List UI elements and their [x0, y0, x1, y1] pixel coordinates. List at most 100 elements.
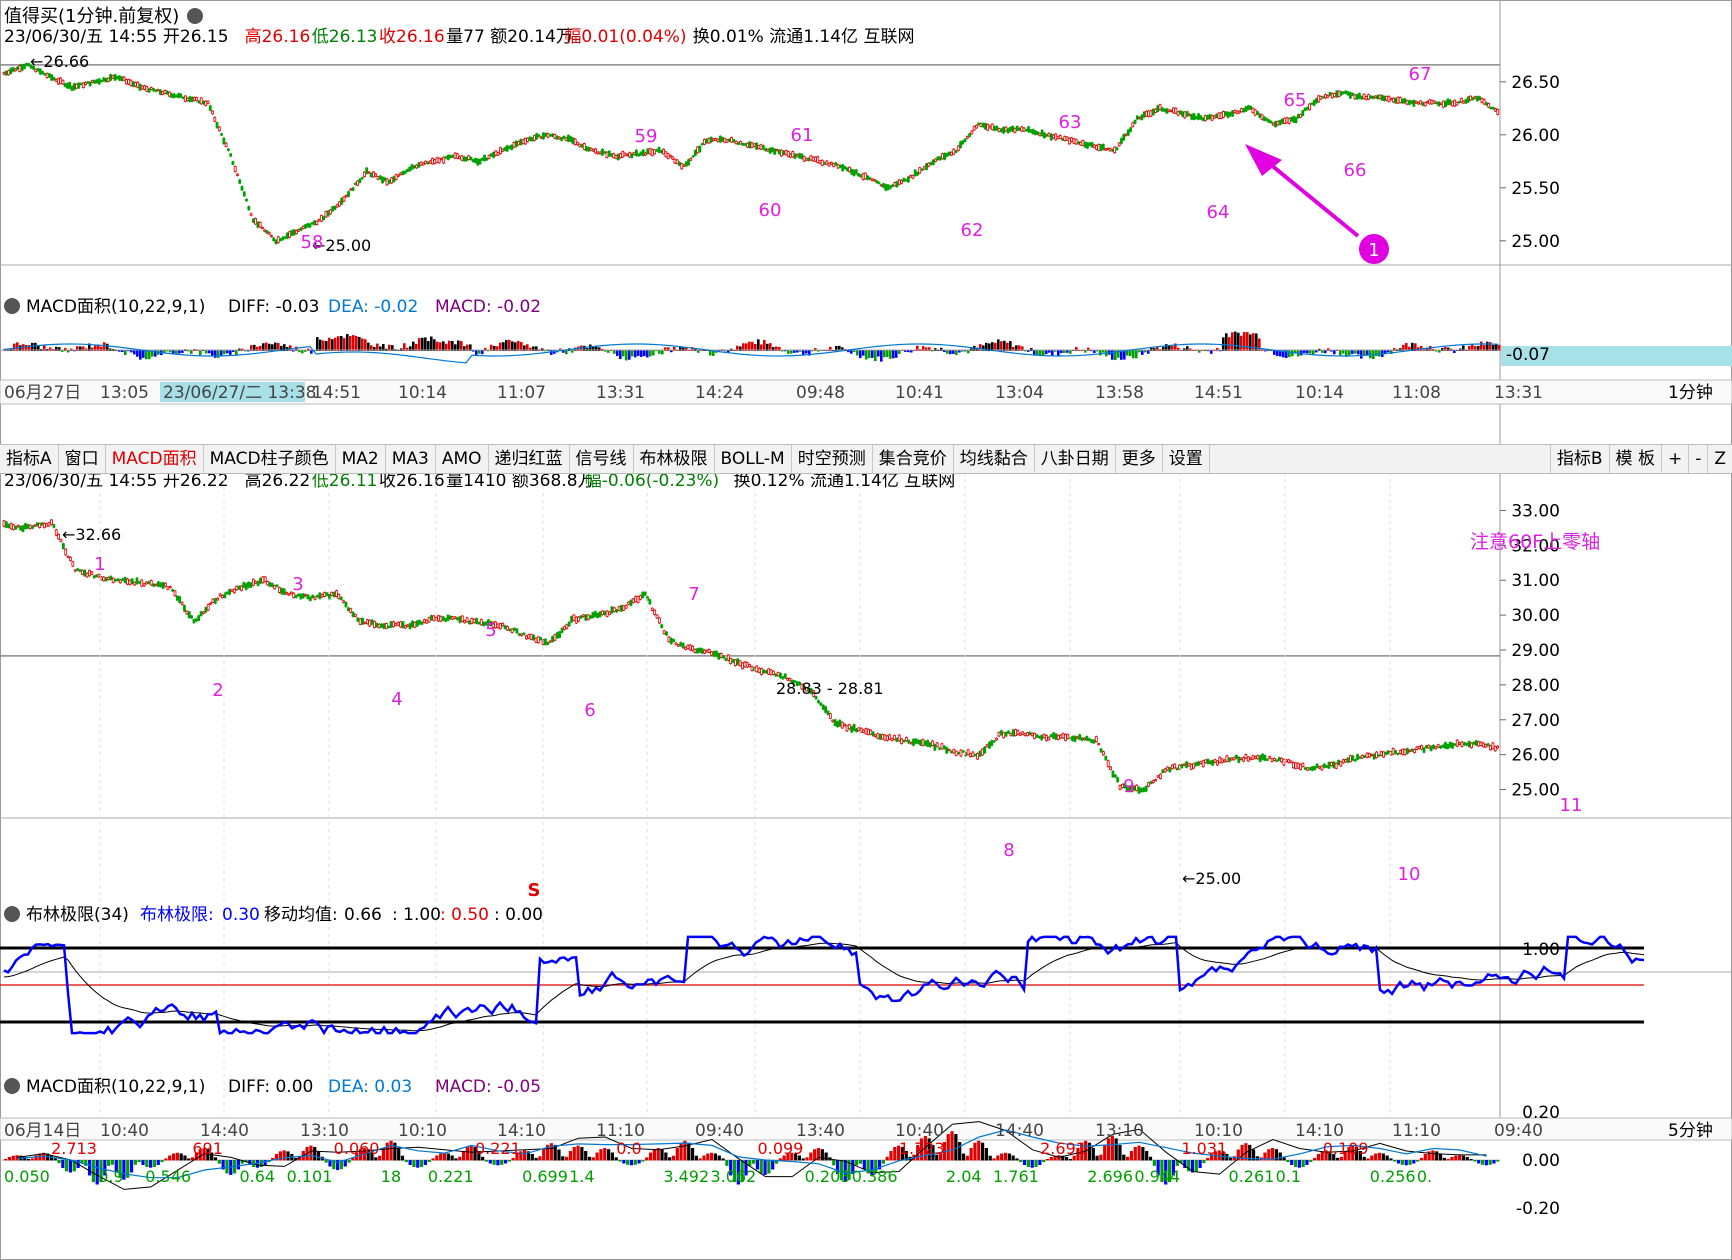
candle [9, 68, 13, 74]
macd-bar [214, 350, 217, 358]
toolbar-item-14[interactable]: 八卦日期 [1035, 445, 1116, 473]
candle [273, 585, 277, 590]
wave-label-60: 60 [759, 200, 782, 221]
macd-bar [466, 344, 469, 351]
candle [1117, 142, 1121, 147]
candle [1138, 117, 1141, 119]
macd-bar [949, 350, 952, 355]
candle [1045, 134, 1049, 137]
toolbar-item-8[interactable]: 信号线 [570, 445, 634, 473]
toolbar-item-16[interactable]: 设置 [1163, 445, 1210, 473]
toolbar-item-15[interactable]: 更多 [1116, 445, 1163, 473]
candle [1242, 757, 1245, 762]
toolbar-item-2[interactable]: MACD面积 [106, 445, 204, 473]
candle [1035, 734, 1039, 738]
candle [826, 710, 830, 715]
toolbar-item-5[interactable]: MA3 [386, 445, 436, 473]
candle [347, 191, 350, 197]
candle [1439, 102, 1443, 105]
candle [288, 231, 292, 238]
top-dropdown-icon[interactable] [187, 8, 203, 24]
toolbar-right-item-4[interactable]: Z [1707, 445, 1732, 473]
range-label: 28.83 - 28.81 [776, 679, 884, 698]
macd2-bar [1217, 1150, 1221, 1161]
macd-bar [208, 350, 211, 354]
macd2-bar [309, 1145, 313, 1161]
candle [73, 569, 77, 572]
toolbar-right-item-0[interactable]: 指标B [1549, 445, 1609, 473]
top-info-6: 换0.01% 流通1.14亿 互联网 [693, 27, 915, 47]
candle [297, 229, 301, 232]
macd-bar [355, 335, 358, 351]
candle [689, 158, 693, 161]
candle [1455, 101, 1459, 106]
candle [439, 615, 443, 622]
candle [1056, 735, 1060, 740]
toolbar-item-3[interactable]: MACD柱子颜色 [204, 445, 336, 473]
macd-bar [1324, 350, 1327, 354]
time-label-1: 13:58 [1095, 383, 1144, 403]
candle [247, 206, 251, 211]
toolbar-item-12[interactable]: 集合竞价 [873, 445, 954, 473]
candle [1471, 97, 1475, 100]
macd-bar [571, 350, 574, 353]
candle [1018, 732, 1022, 736]
toolbar-item-13[interactable]: 均线黏合 [954, 445, 1035, 473]
macd-bar [589, 344, 592, 351]
candle [1094, 736, 1098, 743]
macd2-dropdown-icon[interactable] [4, 1078, 20, 1094]
toolbar-item-6[interactable]: AMO [436, 445, 489, 473]
toolbar-item-1[interactable]: 窗口 [59, 445, 106, 473]
macd1-dropdown-icon[interactable] [4, 298, 20, 314]
candle [1475, 96, 1479, 102]
candle [598, 151, 602, 155]
macd2-bar [698, 1158, 702, 1161]
toolbar-item-11[interactable]: 时空预测 [792, 445, 873, 473]
candle [1188, 113, 1191, 116]
candle [9, 523, 13, 530]
macd-bar [31, 342, 34, 351]
candle [589, 147, 593, 151]
toolbar-item-7[interactable]: 递归红蓝 [489, 445, 570, 473]
macd2-bar [225, 1160, 229, 1174]
toolbar-item-0[interactable]: 指标A [0, 445, 59, 473]
candle [1102, 751, 1105, 756]
candle [1422, 747, 1426, 753]
macd2-bar [866, 1160, 870, 1174]
time-axis-bar-2 [0, 1117, 1732, 1141]
toolbar-item-4[interactable]: MA2 [336, 445, 386, 473]
macd-bar [136, 350, 139, 357]
candle [430, 158, 434, 165]
toolbar-right-item-3[interactable]: - [1688, 445, 1707, 473]
candle [85, 572, 89, 578]
toolbar-item-10[interactable]: BOLL-M [715, 445, 792, 473]
macd-bar [331, 339, 334, 351]
candle [767, 668, 771, 675]
candle [938, 156, 942, 161]
candle [657, 147, 661, 153]
candle [836, 721, 839, 728]
macd-bar [163, 350, 166, 354]
macd-bar [1120, 350, 1123, 360]
macd-bar [781, 350, 784, 352]
candle [646, 148, 650, 155]
candle [365, 167, 369, 174]
macd-bar [928, 347, 931, 351]
macd2-bar [53, 1158, 57, 1161]
candle [980, 748, 984, 756]
candle [1224, 111, 1228, 116]
toolbar-right-item-2[interactable]: + [1660, 445, 1688, 473]
candle [1315, 98, 1318, 104]
candle [1061, 138, 1064, 141]
macd2-bar [992, 1158, 996, 1161]
macd2-bar [271, 1157, 275, 1161]
boll-dropdown-icon[interactable] [4, 906, 20, 922]
candle [1275, 759, 1279, 762]
macd2-bar [1251, 1149, 1256, 1161]
time-label-1: 11:08 [1392, 383, 1441, 403]
toolbar-item-9[interactable]: 布林极限 [634, 445, 715, 473]
candle [1066, 734, 1070, 739]
candle [26, 524, 30, 529]
candle [1392, 97, 1395, 103]
toolbar-right-item-1[interactable]: 模 板 [1608, 445, 1661, 473]
